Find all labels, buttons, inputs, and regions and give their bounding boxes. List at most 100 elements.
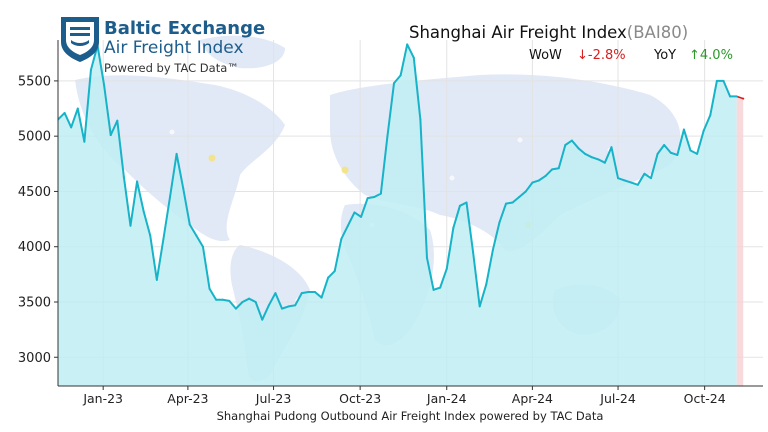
data-point [76, 107, 79, 110]
data-point [399, 74, 402, 77]
data-point [452, 226, 455, 229]
data-point [103, 84, 106, 87]
data-point [63, 111, 66, 114]
data-point [656, 152, 659, 155]
data-point [182, 187, 185, 190]
data-point [142, 210, 145, 213]
data-point [307, 291, 310, 294]
data-point [162, 237, 165, 240]
x-tick-label: Oct-24 [684, 391, 726, 406]
data-point [432, 288, 435, 291]
data-point [570, 139, 573, 142]
data-point [445, 267, 448, 270]
chart-title-text: Shanghai Air Freight Index [409, 23, 627, 42]
data-point [551, 168, 554, 171]
x-tick-label: Jul-23 [255, 391, 292, 406]
data-point [617, 177, 620, 180]
data-point [735, 95, 738, 98]
x-tick-label: Jan-23 [82, 391, 123, 406]
data-point [439, 286, 442, 289]
data-point [129, 224, 132, 227]
series-line [58, 43, 737, 321]
data-point [472, 251, 475, 254]
data-point [70, 126, 73, 129]
series-layer [58, 43, 745, 386]
data-point [643, 172, 646, 175]
y-tick-label: 4000 [18, 240, 51, 255]
data-point [208, 287, 211, 290]
data-point [485, 283, 488, 286]
data-point [360, 215, 363, 218]
data-point [333, 270, 336, 273]
data-point [346, 224, 349, 227]
data-point [406, 43, 409, 46]
data-point [320, 296, 323, 299]
data-point [300, 292, 303, 295]
wow-label: WoW [529, 48, 562, 63]
data-point [175, 152, 178, 155]
data-point [518, 195, 521, 198]
data-point [366, 197, 369, 200]
final-segment-area [736, 96, 744, 386]
data-point [386, 135, 389, 138]
x-tick-label: Apr-24 [512, 391, 553, 406]
y-tick-label: 5500 [18, 74, 51, 89]
x-axis-ticks: Jan-23 Apr-23 Jul-23 Oct-23 Jan-24 Apr-24 Jul-… [82, 386, 726, 406]
data-point [155, 278, 158, 281]
data-point [149, 234, 152, 237]
y-tick-label: 4500 [18, 185, 51, 200]
data-point [195, 234, 198, 237]
data-point [109, 134, 112, 137]
data-point [696, 152, 699, 155]
data-point [169, 195, 172, 198]
data-point [458, 204, 461, 207]
y-tick-label: 3000 [18, 351, 51, 366]
chart-header: Shanghai Air Freight Index(BAI80) WoW ↓-… [409, 23, 733, 63]
shield-icon [61, 17, 99, 62]
data-point [676, 153, 679, 156]
y-tick-label: 5000 [18, 130, 51, 145]
data-point [669, 151, 672, 154]
chart-title: Shanghai Air Freight Index(BAI80) [409, 23, 688, 42]
data-point [603, 161, 606, 164]
data-point [557, 167, 560, 170]
data-point [267, 304, 270, 307]
data-point [234, 307, 237, 310]
data-point [722, 79, 725, 82]
data-point [281, 307, 284, 310]
data-point [623, 179, 626, 182]
data-point [465, 201, 468, 204]
wow-value: ↓-2.8% [577, 48, 626, 63]
x-tick-label: Jan-24 [426, 391, 467, 406]
data-point [649, 177, 652, 180]
data-point [188, 223, 191, 226]
data-point [393, 82, 396, 85]
y-tick-label: 3500 [18, 295, 51, 310]
data-point [122, 176, 125, 179]
data-point [544, 174, 547, 177]
data-point [577, 147, 580, 150]
data-point [537, 179, 540, 182]
data-point [590, 156, 593, 159]
data-point [274, 292, 277, 295]
data-point [248, 297, 251, 300]
data-point [241, 300, 244, 303]
data-point [524, 190, 527, 193]
logo-line-3: Powered by TAC Data™ [104, 61, 239, 75]
data-point [715, 79, 718, 82]
data-point [663, 144, 666, 147]
data-point [511, 201, 514, 204]
x-tick-label: Oct-23 [339, 391, 381, 406]
data-point [353, 211, 356, 214]
data-point [682, 128, 685, 131]
data-point [83, 140, 86, 143]
data-point [327, 276, 330, 279]
data-point [709, 114, 712, 117]
data-point [597, 158, 600, 161]
data-point [89, 68, 92, 71]
x-axis-label: Shanghai Pudong Outbound Air Freight Ind… [217, 409, 604, 423]
data-point [228, 299, 231, 302]
data-point [610, 146, 613, 149]
